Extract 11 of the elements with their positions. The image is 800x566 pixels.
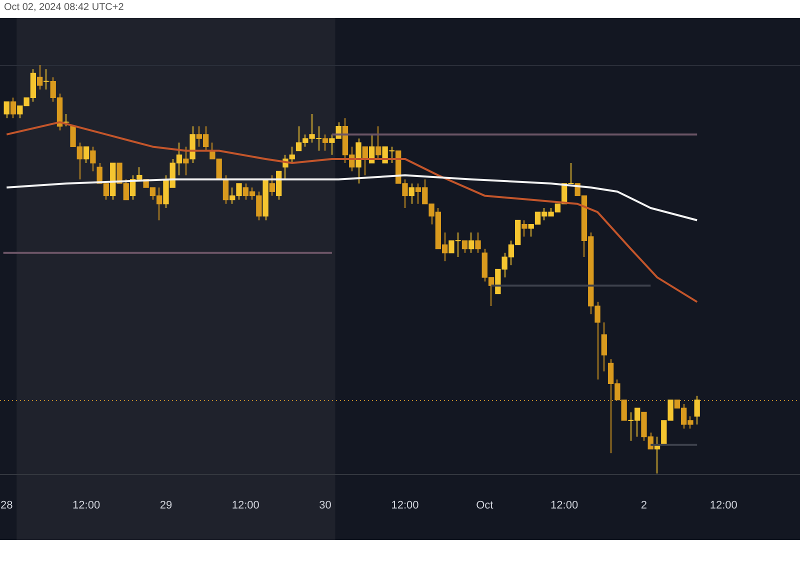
x-tick-label: 12:00: [232, 499, 260, 512]
x-tick-label: 28: [0, 499, 13, 512]
x-tick-label: 29: [160, 499, 172, 512]
x-tick-label: 12:00: [72, 499, 100, 512]
x-tick-label: 12:00: [391, 499, 419, 512]
x-tick-label: 30: [319, 499, 332, 512]
x-tick-label: Oct: [476, 499, 494, 512]
x-tick-label: 2: [640, 499, 648, 512]
text: Oct 02, 2024 08:42 UTC+2: [4, 2, 124, 13]
x-tick-label: 12:00: [550, 499, 578, 512]
x-tick-label: 12:00: [710, 499, 738, 512]
